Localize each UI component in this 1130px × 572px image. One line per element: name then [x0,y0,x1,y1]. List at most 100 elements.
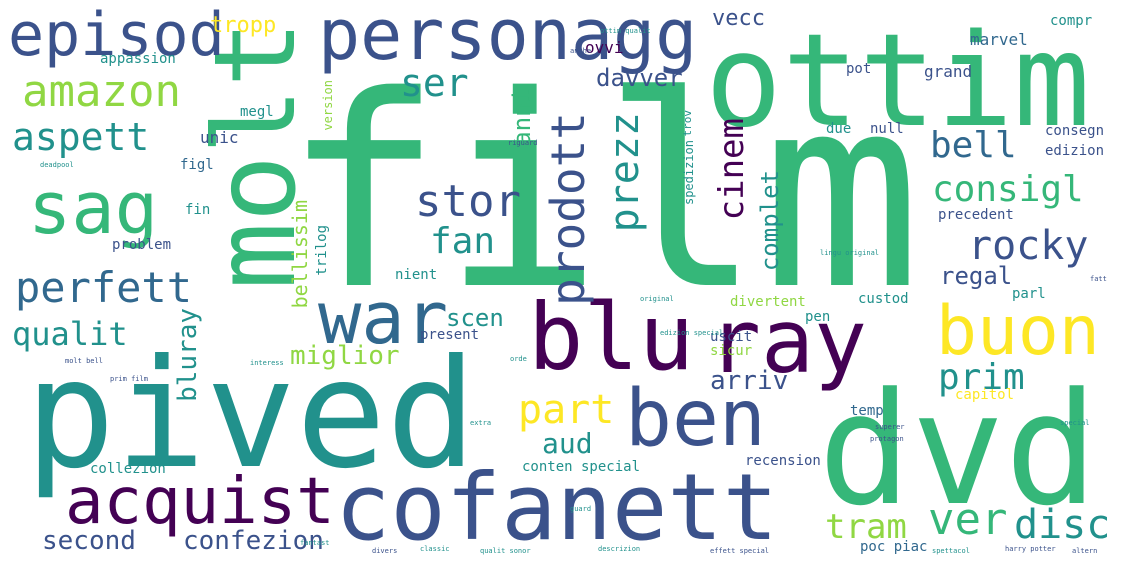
word-edizion-special: edizion special [660,329,724,337]
word-blu: blu [528,284,695,391]
word-present: present [420,327,480,343]
word-disc: disc [1014,502,1111,548]
word-grand: grand [924,62,973,81]
word-pen: pen [805,309,831,325]
word-cofanett: cofanett [335,454,779,561]
word-nient: nient [395,267,438,283]
word-prim-film: prim film [110,375,148,383]
word-vecc: vecc [712,6,765,31]
word-amazon: amazon [22,66,181,117]
word-problem: problem [112,237,172,253]
word-ottim-qualit: ottim qualit [600,27,651,35]
word-custod: custod [858,291,909,307]
word-confezion: confezion [183,526,324,556]
word-precedent: precedent [938,207,1014,223]
word-superer: superer [875,423,905,431]
word-perfett: perfett [15,263,193,312]
word-unic: unic [200,128,239,147]
word-film: film [283,40,922,348]
word-riguard: riguard [508,139,538,147]
word-fin: fin [185,202,211,218]
word-parl: parl [1012,286,1046,302]
word-due: due [826,121,852,137]
word-deadpool: deadpool [40,161,74,169]
word-recension: recension [745,453,821,469]
word-fatt: fatt [1090,275,1107,283]
word-ben: ben [625,374,766,464]
word-pived: pived [25,328,477,502]
word-fan: fan [430,221,496,262]
word-spedizion: spedizion [682,140,696,206]
word-qualit: qualit [12,315,128,353]
word-guard: guard [570,505,592,513]
word-descrizion: descrizion [598,545,641,553]
word-rocky: rocky [968,223,1089,269]
word-temp: temp [850,403,884,419]
word-spettacol: spettacol [932,547,970,555]
word-buon: buon [936,292,1100,371]
word-bellissim: bellissim [288,200,312,309]
word-dvd: dvd [818,359,1098,540]
word-consegn: consegn [1045,123,1105,139]
word-miglior: miglior [290,341,400,371]
word-divers: divers [372,547,398,555]
word-ottim: ottim [705,7,1091,156]
word-interess: interess [250,359,284,367]
word-sag: sag [28,166,159,250]
word-arriv: arriv [710,366,789,396]
word-conten-special: conten special [522,459,641,475]
word-anni: anni [508,88,536,146]
word-megl: megl [240,104,274,120]
word-lingu-original: lingu original [820,249,880,257]
word-collezion: collezion [90,461,166,477]
word-compr: compr [1050,13,1093,29]
word-marvel: marvel [970,30,1028,49]
word-personagg: personagg [318,0,698,76]
word-effett-special: effett special [710,547,770,555]
word-tram: tram [825,507,907,547]
word-episod: episod [8,0,225,70]
word-figl: figl [180,157,214,173]
word-trov: trov [681,110,694,137]
word-bell: bell [930,125,1017,166]
word-prodott: prodott [541,112,595,306]
word-scen: scen [446,304,504,332]
word-appassion: appassion [100,51,176,67]
word-edizion: edizion [1045,143,1105,159]
word-war: war [318,276,449,360]
word-consigl: consigl [932,169,1084,210]
word-qualit-sonor: qualit sonor [480,547,531,555]
word-trilog: trilog [314,225,330,276]
word-bluray: bluray [173,308,203,402]
word-uscit: uscit [710,329,753,345]
word-poc-piac: poc piac [860,539,928,555]
word-harry-potter: harry potter [1005,545,1056,553]
word-tropp: tropp [210,13,277,38]
word-fantast: fantast [300,539,330,547]
word-altern: altern [1072,547,1098,555]
word-aspett: aspett [12,115,150,159]
word-regal: regal [940,262,1013,290]
word-classic: classic [420,545,450,553]
word-original: original [640,295,674,303]
word-part: part [518,387,615,433]
word-aud: aud [542,427,593,460]
word-cinem: cinem [712,118,752,221]
word-anche: anche [570,47,592,55]
word-stor: stor [415,176,521,227]
word-capitol: capitol [955,387,1015,403]
word-null: null [870,121,904,137]
word-ser: ser [400,61,469,105]
word-prezz: prezz [602,112,648,233]
word-divertent: divertent [730,294,806,310]
word-special: special [1060,419,1090,427]
word-pot: pot [846,61,872,77]
word-version: version [321,80,335,131]
word-davver: davver [596,64,683,92]
word-extra: extra [470,419,492,427]
word-ovvi: ovvi [585,38,624,57]
word-prim: prim [938,357,1025,398]
word-protagon: protagon [870,435,904,443]
word-molt-bell: molt bell [65,357,103,365]
word-complet: complet [756,170,784,272]
